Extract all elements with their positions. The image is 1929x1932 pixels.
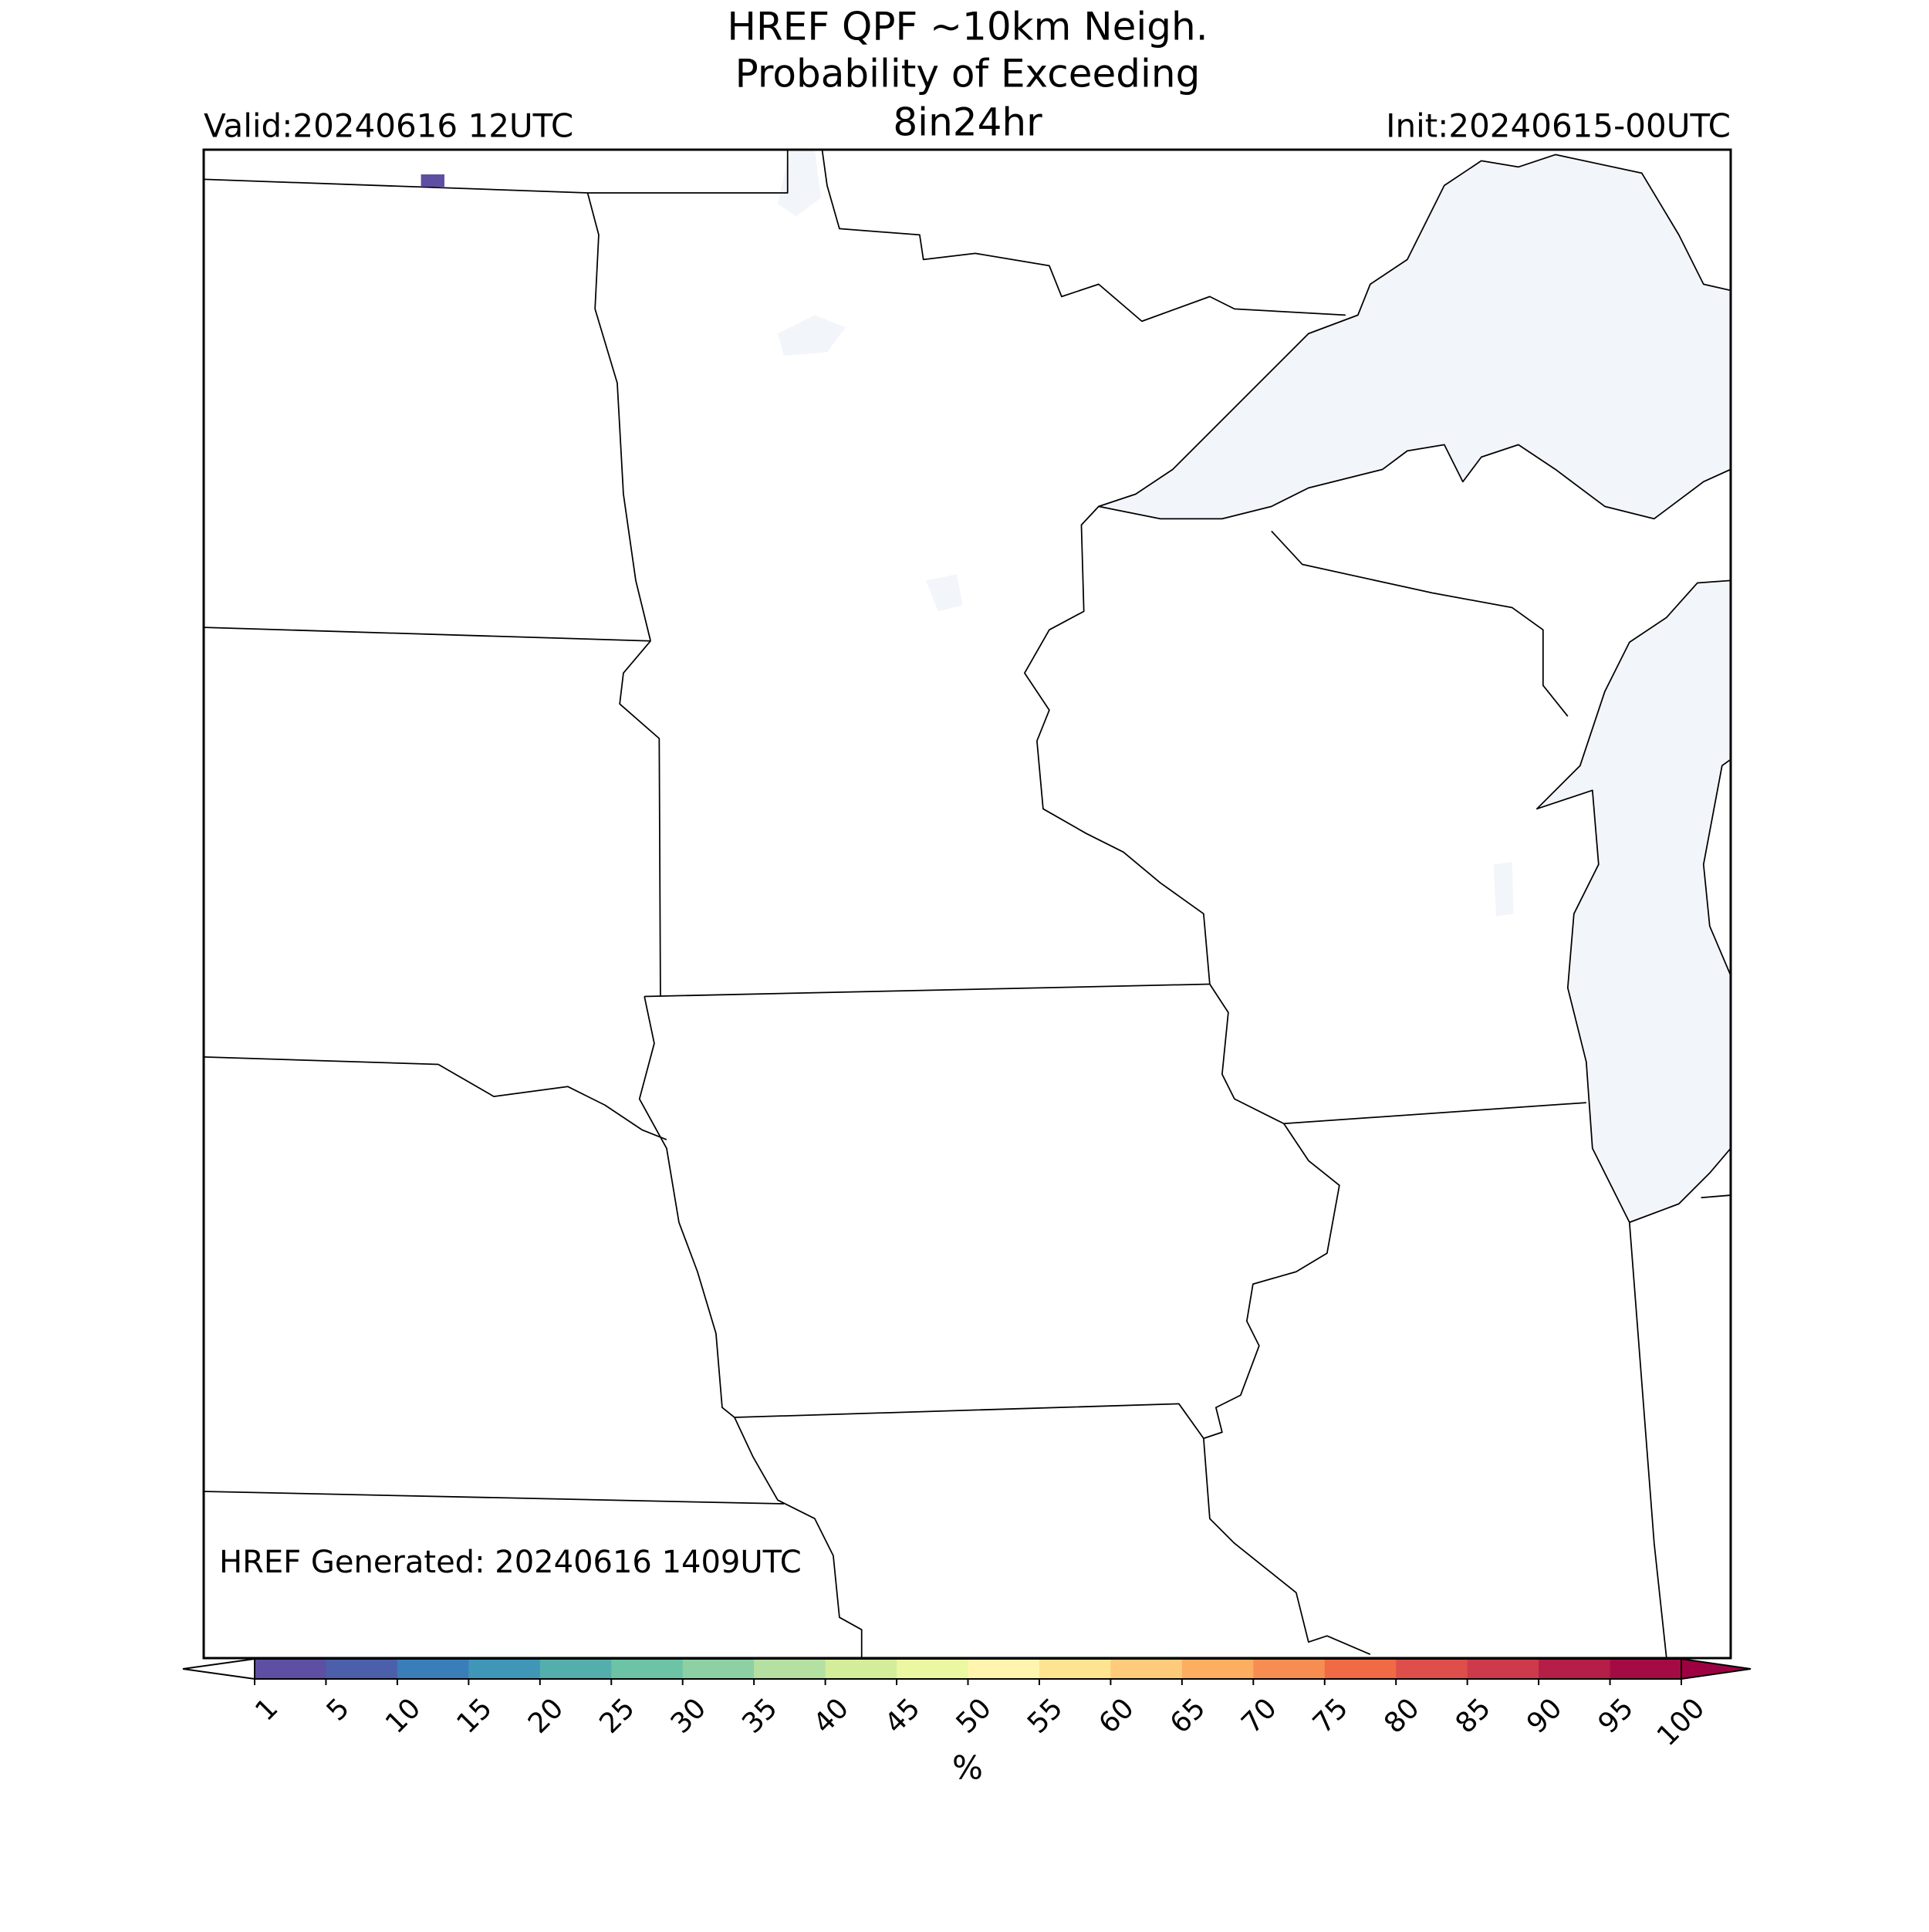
colorbar-segment: [825, 1659, 897, 1679]
colorbar-segment: [1110, 1659, 1183, 1679]
colorbar-segment: [1324, 1659, 1397, 1679]
map-features: [204, 150, 1731, 1658]
border-nd-canada: [204, 150, 789, 194]
border-mn-canada: [821, 150, 1346, 323]
colorbar-segment: [1039, 1659, 1111, 1679]
lake-superior: [1098, 154, 1731, 520]
colorbar-label: %: [952, 1749, 983, 1787]
title-line: Probability of Exceeding: [735, 52, 1201, 96]
colorbar-segment: [897, 1659, 968, 1679]
lake-michigan: [1535, 579, 1731, 1224]
border-il-in: [1628, 1222, 1667, 1658]
mississippi-river-border: [1202, 984, 1371, 1656]
colorbar-segment: [1181, 1659, 1254, 1679]
title-line: 8in24hr: [893, 100, 1042, 145]
colorbar-segment: [397, 1659, 469, 1679]
map: [204, 150, 1731, 1658]
border-mn-wi: [1024, 505, 1211, 985]
colorbar-segment: [1467, 1659, 1539, 1679]
generated-time: HREF Generated: 20240616 1409UTC: [219, 1545, 802, 1580]
colorbar-segment: [968, 1659, 1040, 1679]
colorbar-segment: [754, 1659, 826, 1679]
probability-area: [421, 174, 444, 187]
border-nd-sd: [204, 627, 651, 642]
border-wi-mi: [1271, 530, 1569, 717]
border-mn-ia: [644, 983, 1210, 998]
border-sd-mn: [619, 640, 661, 997]
colorbar-segment: [1539, 1659, 1611, 1679]
border-ia-mo: [734, 1403, 1204, 1439]
border-wi-il: [1283, 1102, 1586, 1125]
title-line: HREF QPF ~10km Neigh.: [727, 5, 1208, 49]
colorbar-segment: [255, 1659, 326, 1679]
colorbar-segment: [539, 1659, 612, 1679]
colorbar-segment: [1253, 1659, 1326, 1679]
border-nd-mn: [586, 192, 651, 641]
colorbar-segment: [611, 1659, 684, 1679]
init-time: Init:20240615-00UTC: [1386, 107, 1731, 145]
colorbar-segment: [1610, 1659, 1682, 1679]
border-sd-ne: [204, 1056, 667, 1140]
missouri-river-border: [638, 996, 863, 1658]
colorbar-segment: [468, 1659, 541, 1679]
valid-time: Valid:20240616 12UTC: [204, 107, 573, 145]
colorbar-segment: [682, 1659, 755, 1679]
border-ne-ks: [204, 1491, 784, 1505]
colorbar-segment: [326, 1659, 398, 1679]
border-mi-in: [1701, 1194, 1731, 1199]
colorbar-segment: [1396, 1659, 1468, 1679]
